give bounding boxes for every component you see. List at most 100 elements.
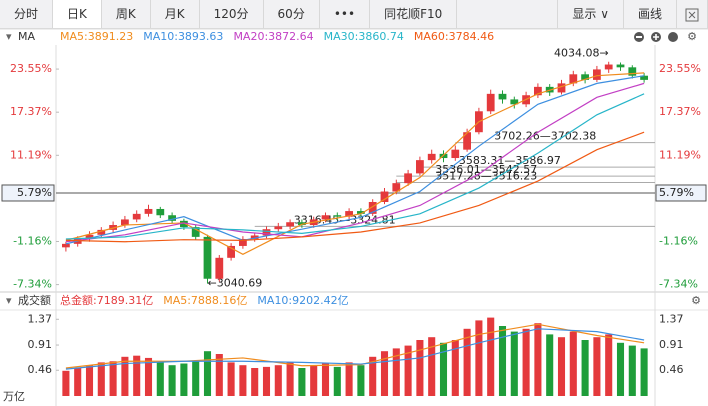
candle-body — [250, 235, 259, 239]
ma-line — [65, 328, 645, 370]
candle-body — [180, 220, 188, 228]
candle-body — [463, 132, 471, 150]
candle-body — [227, 245, 235, 258]
volume-bar — [286, 362, 294, 396]
volume-bar — [62, 370, 70, 396]
scroll[interactable] — [668, 32, 678, 42]
crosshair-label: 5.79% — [659, 186, 694, 199]
y-tick-label: 0.91 — [28, 338, 53, 351]
settings[interactable]: ⚙ — [691, 294, 701, 307]
volume-bar — [463, 328, 471, 396]
y-tick-label: 0.91 — [659, 338, 684, 351]
candle-body — [132, 213, 141, 220]
crosshair-box — [1, 184, 55, 202]
volume-bar — [262, 366, 271, 396]
candle-body — [451, 149, 460, 159]
tab[interactable]: 120分 — [200, 0, 264, 28]
candle-body — [357, 211, 365, 214]
volume-bar — [357, 365, 365, 396]
volume-bar — [369, 356, 377, 396]
volume-bar — [109, 361, 117, 396]
crosshair-label: 5.79% — [17, 186, 52, 199]
volume-bar — [451, 340, 459, 396]
draw-button[interactable]: 画线 — [624, 0, 677, 28]
volume-bar — [203, 351, 212, 396]
volume-bar — [475, 320, 483, 396]
volume-bar — [239, 365, 247, 396]
y-tick-label: -7.34% — [13, 278, 52, 291]
candle-body — [593, 69, 601, 80]
volume-bar — [97, 362, 105, 396]
toolbar: 分时 日K 周K 月K 120分 60分 ••• 同花顺F10 显示 ∨ 画线 — [0, 0, 708, 29]
candle-body — [534, 86, 542, 96]
candle-body — [569, 74, 578, 84]
volume-bar — [557, 337, 566, 396]
candle-body — [628, 67, 637, 76]
y-tick-label: -1.16% — [659, 234, 698, 247]
candle-body — [321, 215, 330, 220]
volume-bar — [251, 368, 259, 396]
tab[interactable]: ••• — [320, 0, 371, 28]
volume-bar — [628, 345, 636, 396]
candle-body — [510, 99, 519, 105]
volume-bar — [392, 348, 400, 396]
ma-line — [65, 131, 645, 243]
volume-bar — [616, 342, 625, 396]
volume-bar — [404, 345, 412, 396]
candle-body — [404, 173, 412, 184]
candle-body — [62, 243, 70, 248]
volume-bar — [380, 351, 389, 396]
volume-bar — [121, 356, 129, 396]
annotation: 3702.26—3702.38 — [494, 130, 596, 143]
candle-body — [368, 201, 377, 214]
volume-bar — [534, 323, 542, 396]
tab[interactable]: 月K — [151, 0, 200, 28]
collapse-icon[interactable]: ▾ — [6, 294, 12, 307]
volume-bar — [180, 363, 188, 396]
settings[interactable]: ⚙ — [687, 30, 697, 43]
y-tick-label: 11.19% — [659, 148, 701, 161]
candle-body — [168, 215, 176, 221]
collapse-icon[interactable]: ▾ — [6, 30, 12, 43]
annotation: 3536.01—3542.57 — [435, 163, 537, 176]
y-tick-label: -1.16% — [13, 234, 52, 247]
candle-body — [616, 64, 625, 68]
volume-bar — [192, 361, 200, 396]
ma-line — [65, 323, 645, 369]
candle-body — [333, 215, 342, 217]
panel-icons[interactable]: ⚙ ⚙ — [634, 30, 701, 307]
ma-title: MA — [18, 30, 35, 43]
y-tick-label: 0.46 — [28, 363, 53, 376]
y-tick-label: 17.37% — [10, 105, 52, 118]
y-tick-label: 1.37 — [28, 312, 53, 325]
y-tick-label: 23.55% — [659, 62, 701, 75]
legend-entry: MA10:3893.63 — [143, 30, 223, 43]
y-tick-label: 1.37 — [659, 312, 684, 325]
tab[interactable]: 周K — [102, 0, 151, 28]
volume-title: 成交额 — [18, 293, 51, 307]
volume-bar — [156, 362, 164, 396]
display-menu[interactable]: 显示 ∨ — [557, 0, 624, 28]
candle-body — [121, 219, 129, 226]
candle-body — [416, 160, 424, 174]
volume-bar — [345, 362, 353, 396]
candle-body — [85, 234, 94, 239]
volume-bar — [428, 337, 436, 396]
y-tick-label: 17.37% — [659, 105, 701, 118]
legend-entry: MA30:3860.74 — [324, 30, 404, 43]
icon-part — [653, 34, 659, 40]
tab[interactable]: 分时 — [0, 0, 54, 28]
candle-body — [427, 153, 436, 161]
tab[interactable]: 同花顺F10 — [370, 0, 458, 28]
candle-body — [274, 226, 283, 230]
tab[interactable]: 60分 — [264, 0, 320, 28]
tab[interactable]: 日K — [53, 0, 102, 28]
ma-line — [65, 93, 645, 240]
volume-bar — [298, 368, 306, 396]
volume-bar — [640, 348, 648, 396]
candle-body — [144, 208, 153, 214]
candle-body — [156, 208, 165, 216]
candle-body — [498, 93, 507, 100]
